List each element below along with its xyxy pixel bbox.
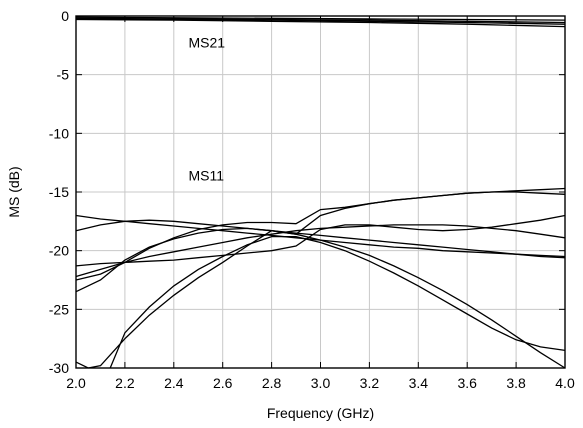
series-line (75, 214, 566, 267)
x-tick-label: 3.6 (457, 375, 477, 391)
y-tick-label: 0 (61, 8, 69, 24)
y-tick-label: -15 (49, 184, 69, 200)
y-tick-label: -10 (49, 125, 69, 141)
y-tick-label: -25 (49, 301, 69, 317)
series-line (109, 235, 566, 369)
series-line (75, 219, 566, 259)
y-axis-title: MS (dB) (6, 166, 22, 217)
x-tick-labels: 2.0 2.2 2.4 2.6 2.8 3.0 3.2 3.4 3.6 3.8 4.0 (66, 375, 575, 391)
series-line (75, 230, 566, 369)
x-tick-label: 3.4 (409, 375, 429, 391)
y-tick-label: -30 (49, 360, 69, 376)
x-tick-label: 2.0 (66, 375, 86, 391)
y-tick-label: -20 (49, 243, 69, 259)
x-tick-label: 4.0 (555, 375, 575, 391)
y-tick-label: -5 (57, 67, 70, 83)
x-tick-label: 3.2 (360, 375, 380, 391)
series-line (75, 187, 566, 281)
x-tick-label: 2.6 (213, 375, 233, 391)
x-axis-title: Frequency (GHz) (267, 405, 374, 421)
x-tick-label: 2.8 (262, 375, 282, 391)
x-tick-label: 3.0 (311, 375, 331, 391)
annotation-label: MS21 (188, 35, 225, 51)
annotation-label: MS11 (188, 167, 224, 183)
x-tick-label: 2.4 (164, 375, 184, 391)
tick-marks (75, 15, 566, 369)
annotations: MS21 MS11 (188, 35, 225, 184)
x-tick-label: 2.2 (115, 375, 135, 391)
x-tick-label: 3.8 (506, 375, 526, 391)
y-tick-labels: 0 -5 -10 -15 -20 -25 -30 (49, 8, 69, 376)
